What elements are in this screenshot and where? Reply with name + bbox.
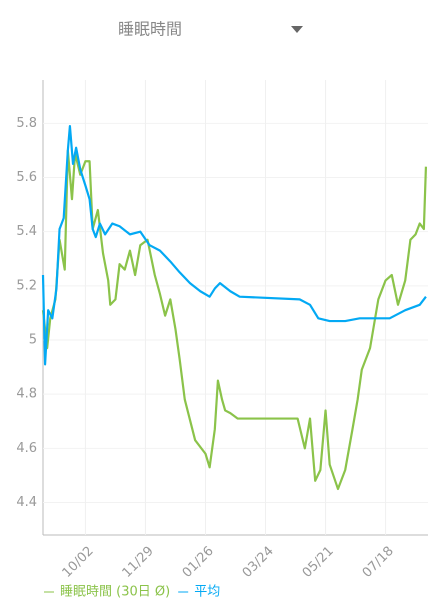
dropdown-caret[interactable] bbox=[291, 26, 303, 33]
y-tick-label: 5 bbox=[29, 333, 37, 348]
y-tick-label: 4.4 bbox=[16, 495, 37, 510]
y-tick-label: 4.8 bbox=[16, 387, 37, 402]
legend-label: 平均 bbox=[194, 585, 220, 600]
dropdown[interactable]: 睡眠時間 bbox=[118, 20, 303, 39]
y-tick-label: 5.6 bbox=[16, 170, 37, 185]
x-tick-label: 05/21 bbox=[300, 544, 337, 581]
x-tick-label: 01/26 bbox=[180, 544, 217, 581]
x-tick-label: 11/29 bbox=[120, 544, 157, 581]
y-tick-label: 5.2 bbox=[16, 278, 37, 293]
y-tick-label: 5.4 bbox=[16, 224, 37, 239]
series-line bbox=[41, 149, 428, 491]
x-tick-label: 03/24 bbox=[240, 544, 277, 581]
legend-label: 睡眠時間 (30日 Ø) bbox=[60, 585, 170, 600]
y-tick-label: 5.8 bbox=[16, 116, 37, 131]
x-tick-label: 10/02 bbox=[60, 544, 97, 581]
y-tick-label: 4.6 bbox=[16, 441, 37, 456]
chart-title[interactable]: 睡眠時間 bbox=[118, 20, 182, 39]
x-tick-label: 07/18 bbox=[360, 544, 397, 581]
series-line bbox=[41, 124, 427, 366]
